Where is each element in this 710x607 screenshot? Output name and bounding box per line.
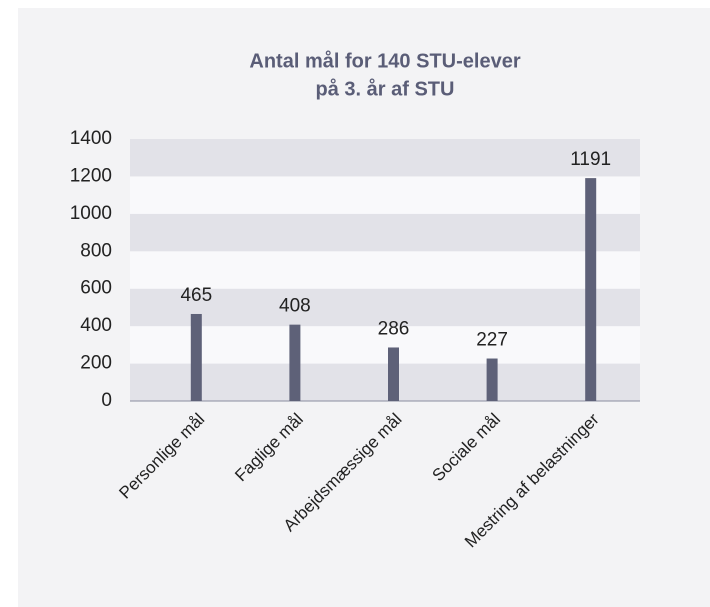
bar	[388, 347, 399, 401]
y-tick-label: 1200	[70, 165, 112, 186]
grid-band	[130, 213, 640, 252]
y-tick-label: 1400	[70, 128, 112, 149]
bar	[486, 358, 498, 401]
y-tick-label: 1000	[70, 203, 112, 224]
bar	[585, 178, 597, 401]
chart-title: Antal mål for 140 STU-elever	[249, 49, 520, 72]
y-tick-label: 400	[80, 315, 112, 336]
grid-band	[130, 363, 640, 401]
y-tick-label: 800	[80, 240, 112, 261]
grid-band	[130, 176, 640, 214]
y-tick-label: 200	[80, 353, 112, 374]
value-label: 286	[378, 318, 410, 339]
grid-band	[130, 139, 640, 177]
grid-band	[130, 288, 640, 327]
value-label: 227	[476, 330, 508, 351]
grid-band	[130, 251, 640, 289]
bar	[190, 313, 202, 401]
chart-title: på 3. år af STU	[316, 77, 455, 100]
bar	[289, 324, 301, 401]
value-label: 408	[279, 296, 311, 317]
value-label: 465	[180, 285, 212, 306]
y-tick-label: 600	[80, 278, 112, 299]
value-label: 1191	[570, 149, 611, 170]
grid-band	[130, 326, 640, 364]
y-tick-label: 0	[101, 390, 112, 411]
